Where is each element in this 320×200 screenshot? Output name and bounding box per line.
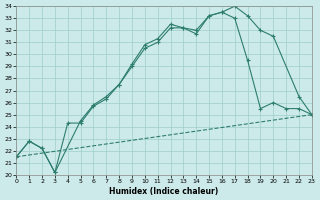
X-axis label: Humidex (Indice chaleur): Humidex (Indice chaleur) — [109, 187, 219, 196]
